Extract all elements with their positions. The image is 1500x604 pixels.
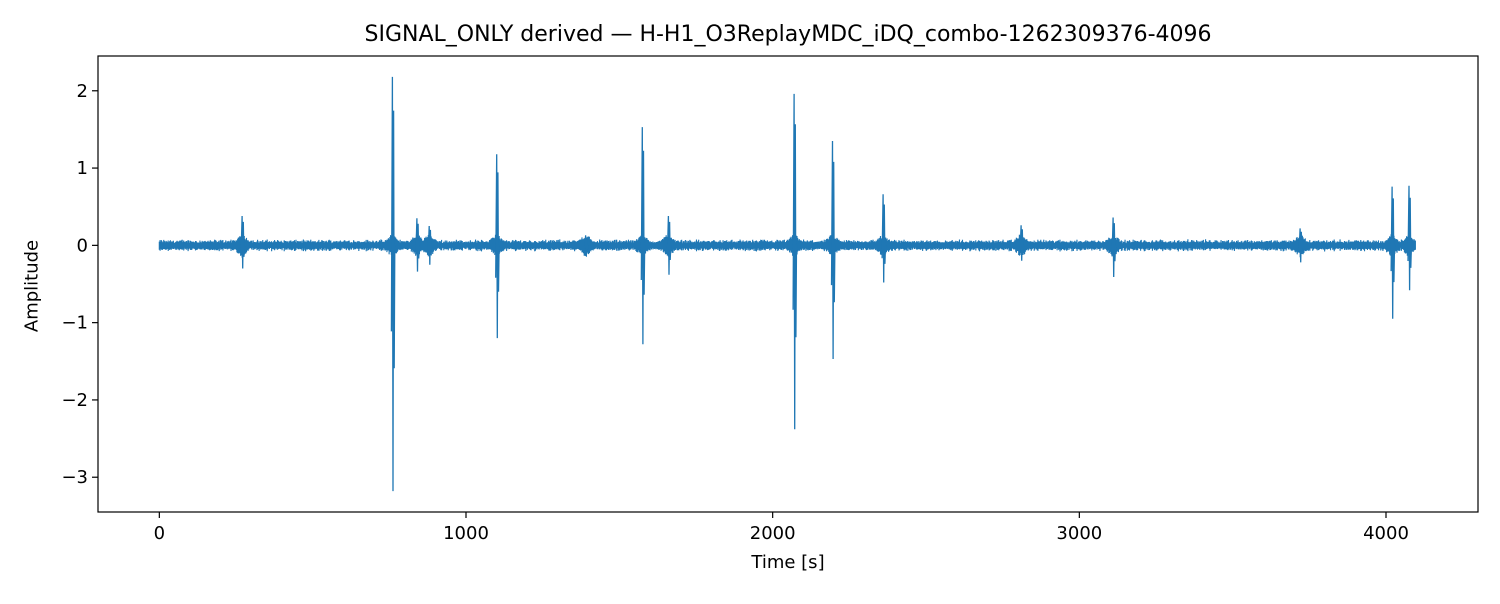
glitch-spike: [666, 215, 672, 275]
x-tick-label: 3000: [1056, 523, 1102, 544]
y-tick-label: 2: [77, 81, 88, 102]
x-tick-label: 0: [154, 523, 165, 544]
glitch-spike: [1111, 217, 1117, 278]
glitch-spike: [792, 93, 798, 430]
glitch-spike: [390, 76, 396, 492]
glitch-spike: [1407, 185, 1413, 291]
glitch-spike: [1298, 228, 1304, 263]
glitch-spike: [1019, 225, 1025, 261]
glitch-spike: [881, 194, 887, 283]
x-tick-label: 1000: [443, 523, 489, 544]
glitch-spike: [830, 140, 836, 360]
signal-trace: [158, 233, 1416, 258]
y-tick-label: −2: [61, 390, 88, 411]
glitch-spike: [240, 215, 246, 269]
y-tick-label: −1: [61, 313, 88, 334]
glitch-spike: [583, 236, 589, 254]
y-tick-label: −3: [61, 467, 88, 488]
y-tick-label: 0: [77, 235, 88, 256]
y-axis-label: Amplitude: [21, 239, 43, 333]
x-axis-ticks: 0 1000 2000 3000 4000: [154, 512, 1409, 544]
chart-title: SIGNAL_ONLY derived — H-H1_O3ReplayMDC_i…: [364, 22, 1212, 47]
glitch-spike: [415, 218, 420, 272]
x-tick-label: 2000: [750, 523, 796, 544]
glitch-spike: [495, 154, 500, 339]
glitch-spike: [640, 127, 646, 345]
y-axis-ticks: −3 −2 −1 0 1 2: [61, 81, 98, 488]
x-axis-label: Time [s]: [751, 552, 825, 573]
y-tick-label: 1: [77, 158, 88, 179]
glitch-spike: [1390, 186, 1396, 319]
data-layer: [158, 76, 1416, 492]
x-tick-label: 4000: [1363, 523, 1409, 544]
axes-frame: [97, 55, 1479, 513]
glitch-spike: [427, 225, 433, 265]
